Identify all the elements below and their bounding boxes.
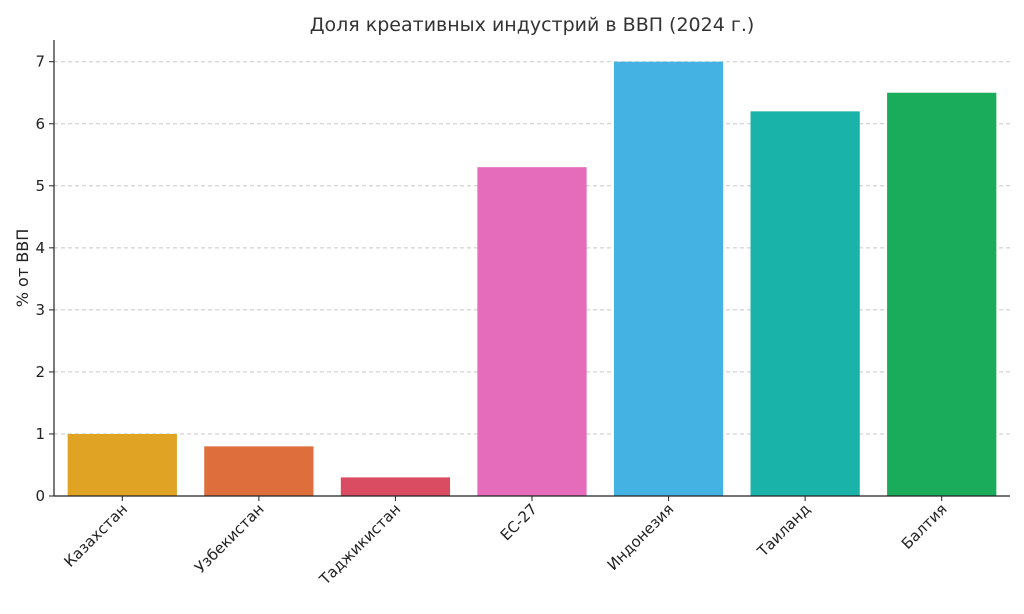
bar: [887, 92, 997, 497]
y-tick-label: 2: [35, 363, 45, 381]
chart-title: Доля креативных индустрий в ВВП (2024 г.…: [310, 14, 755, 36]
y-tick-label: 3: [35, 301, 45, 319]
bar: [750, 111, 860, 497]
y-tick-label: 5: [35, 177, 45, 195]
bar: [477, 167, 587, 497]
bar: [204, 446, 314, 496]
x-tick-label: Таиланд: [753, 500, 814, 561]
bar: [613, 61, 724, 496]
x-tick-label: ЕС-27: [497, 500, 541, 544]
x-tick-label: Таджикистан: [315, 500, 404, 589]
bar: [340, 477, 451, 496]
x-tick-label: Балтия: [898, 500, 951, 553]
x-tick-label: Узбекистан: [191, 500, 268, 577]
y-tick-label: 4: [35, 239, 45, 257]
y-axis-label: % от ВВП: [13, 229, 32, 307]
y-tick-label: 1: [35, 425, 45, 443]
x-tick-label: Индонезия: [604, 500, 678, 574]
x-tick-label: Казахстан: [60, 500, 131, 571]
y-tick-label: 6: [35, 115, 45, 133]
y-ticks: 0 1 2 3 4 5 6 7: [35, 53, 54, 505]
x-ticks: Казахстан Узбекистан Таджикистан ЕС-27 Индон…: [60, 496, 951, 589]
y-tick-label: 7: [35, 53, 45, 71]
y-tick-label: 0: [35, 487, 45, 505]
bars: [67, 61, 997, 497]
bar: [67, 433, 177, 496]
